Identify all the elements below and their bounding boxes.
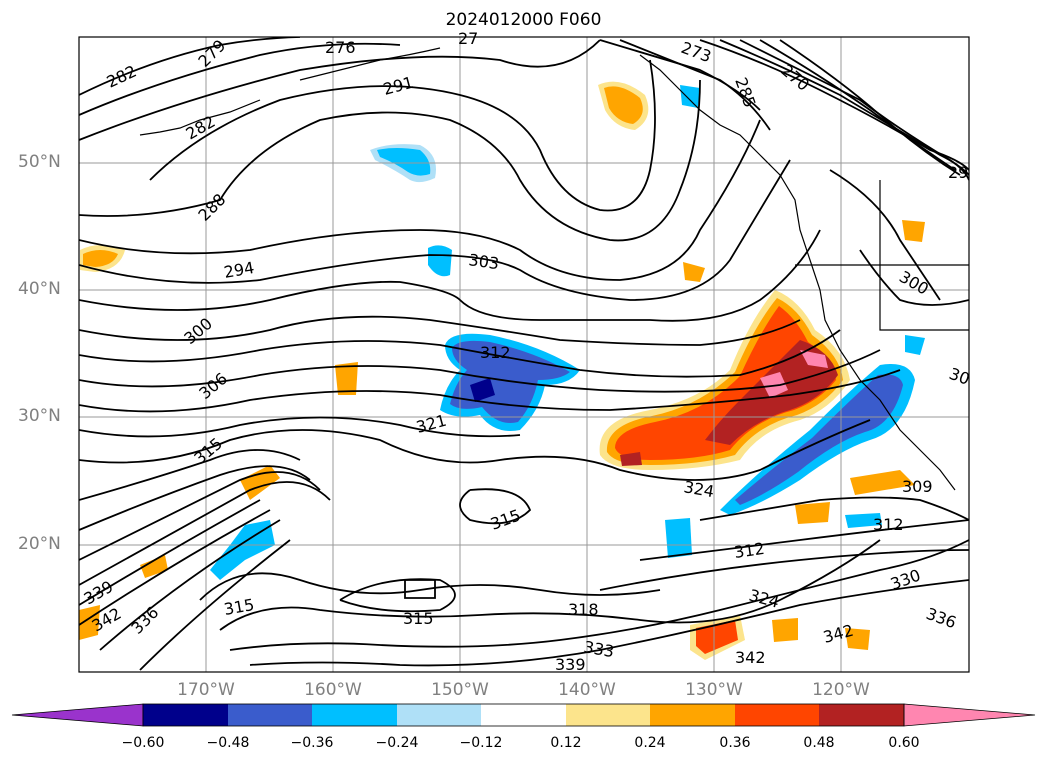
- contour-label: 342: [735, 648, 766, 667]
- coastlines: [139, 47, 969, 491]
- latitude-label: 30°N: [18, 406, 61, 426]
- longitude-label: 130°W: [685, 680, 743, 700]
- colorbar-tick-label: −0.36: [290, 735, 334, 751]
- latitude-label: 20°N: [18, 534, 61, 554]
- longitude-label: 140°W: [558, 680, 616, 700]
- colorbar-segment: [819, 704, 904, 726]
- colorbar-tick-label: −0.60: [121, 735, 165, 751]
- longitude-label: 120°W: [812, 680, 870, 700]
- contour-label: 276: [325, 38, 356, 57]
- contour-label: 29: [948, 163, 968, 182]
- colorbar-segment: [397, 704, 481, 726]
- map-frame: [78, 36, 970, 673]
- colorbar-segment: [566, 704, 650, 726]
- contour-label: 315: [403, 609, 434, 628]
- colorbar: [11, 703, 1036, 727]
- longitude-label: 150°W: [431, 680, 489, 700]
- colorbar-tick-label: −0.12: [459, 735, 503, 751]
- colorbar-tick-label: 0.24: [634, 735, 666, 751]
- longitude-label: 170°W: [177, 680, 235, 700]
- contour-label: 339: [555, 655, 586, 674]
- contour-label: 312: [873, 515, 904, 534]
- graticule: [79, 37, 969, 672]
- contour-label: 312: [733, 539, 766, 562]
- contour-label: 27: [458, 29, 478, 48]
- contour-label: 312: [480, 343, 511, 362]
- colorbar-tick-label: −0.48: [206, 735, 250, 751]
- shaded-field: [79, 81, 925, 660]
- colorbar-tick-label: 0.60: [888, 735, 920, 751]
- latitude-label: 40°N: [18, 279, 61, 299]
- colorbar-tick-label: 0.36: [719, 735, 751, 751]
- colorbar-segment: [228, 704, 312, 726]
- latitude-label: 50°N: [18, 152, 61, 172]
- longitude-label: 160°W: [304, 680, 362, 700]
- contour-label: 309: [902, 477, 933, 496]
- colorbar-tick-label: 0.12: [550, 735, 582, 751]
- map-title: 2024012000 F060: [445, 10, 602, 30]
- contour-label: 318: [568, 600, 599, 619]
- colorbar-segment: [735, 704, 819, 726]
- colorbar-segment: [650, 704, 735, 726]
- contour-lines: [79, 37, 969, 671]
- contour-label: 303: [467, 250, 500, 273]
- colorbar-tick-label: −0.24: [375, 735, 419, 751]
- colorbar-extend-right: [903, 703, 1036, 727]
- colorbar-segment: [143, 704, 228, 726]
- colorbar-tick-label: 0.48: [803, 735, 835, 751]
- colorbar-extend-left: [11, 703, 144, 727]
- colorbar-segment: [312, 704, 397, 726]
- colorbar-segment: [481, 704, 566, 726]
